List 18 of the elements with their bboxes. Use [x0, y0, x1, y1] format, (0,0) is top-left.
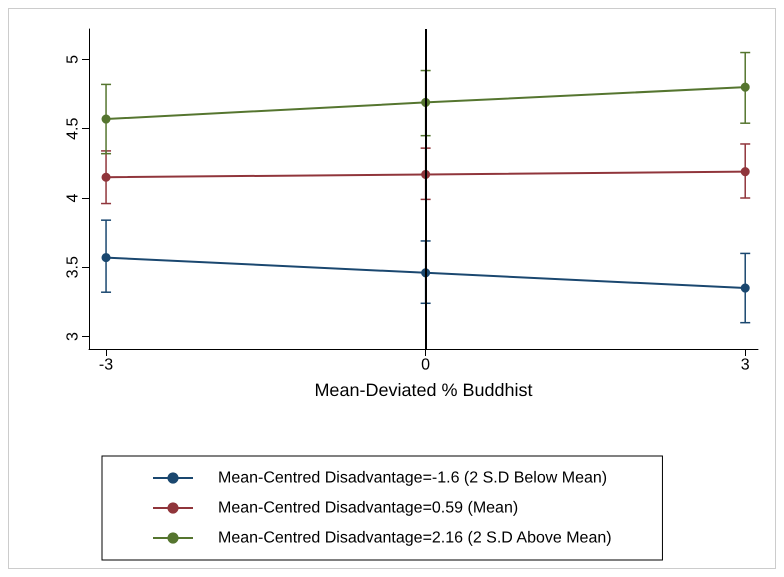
- x-tick-label: 0: [421, 356, 430, 374]
- y-tick-label: 4: [64, 193, 82, 202]
- x-axis-title: Mean-Deviated % Buddhist: [314, 380, 533, 400]
- x-tick-label: -3: [98, 356, 114, 374]
- y-tick-label: 4.5: [64, 118, 82, 140]
- point: [740, 82, 750, 92]
- point: [740, 167, 750, 176]
- point: [102, 253, 111, 262]
- y-tick-label: 3: [64, 332, 82, 341]
- legend-label: Mean-Centred Disadvantage=-1.6 (2 S.D Below Mean): [218, 470, 608, 486]
- point: [102, 172, 111, 182]
- point: [740, 284, 750, 293]
- y-tick-label: 3.5: [64, 256, 82, 278]
- point: [102, 114, 111, 124]
- legend-label: Mean-Centred Disadvantage=2.16 (2 S.D Above Mean): [218, 530, 612, 546]
- legend-label: Mean-Centred Disadvantage=0.59 (Mean): [218, 500, 518, 516]
- y-tick-label: 5: [64, 54, 82, 64]
- x-tick-label: 3: [740, 356, 750, 374]
